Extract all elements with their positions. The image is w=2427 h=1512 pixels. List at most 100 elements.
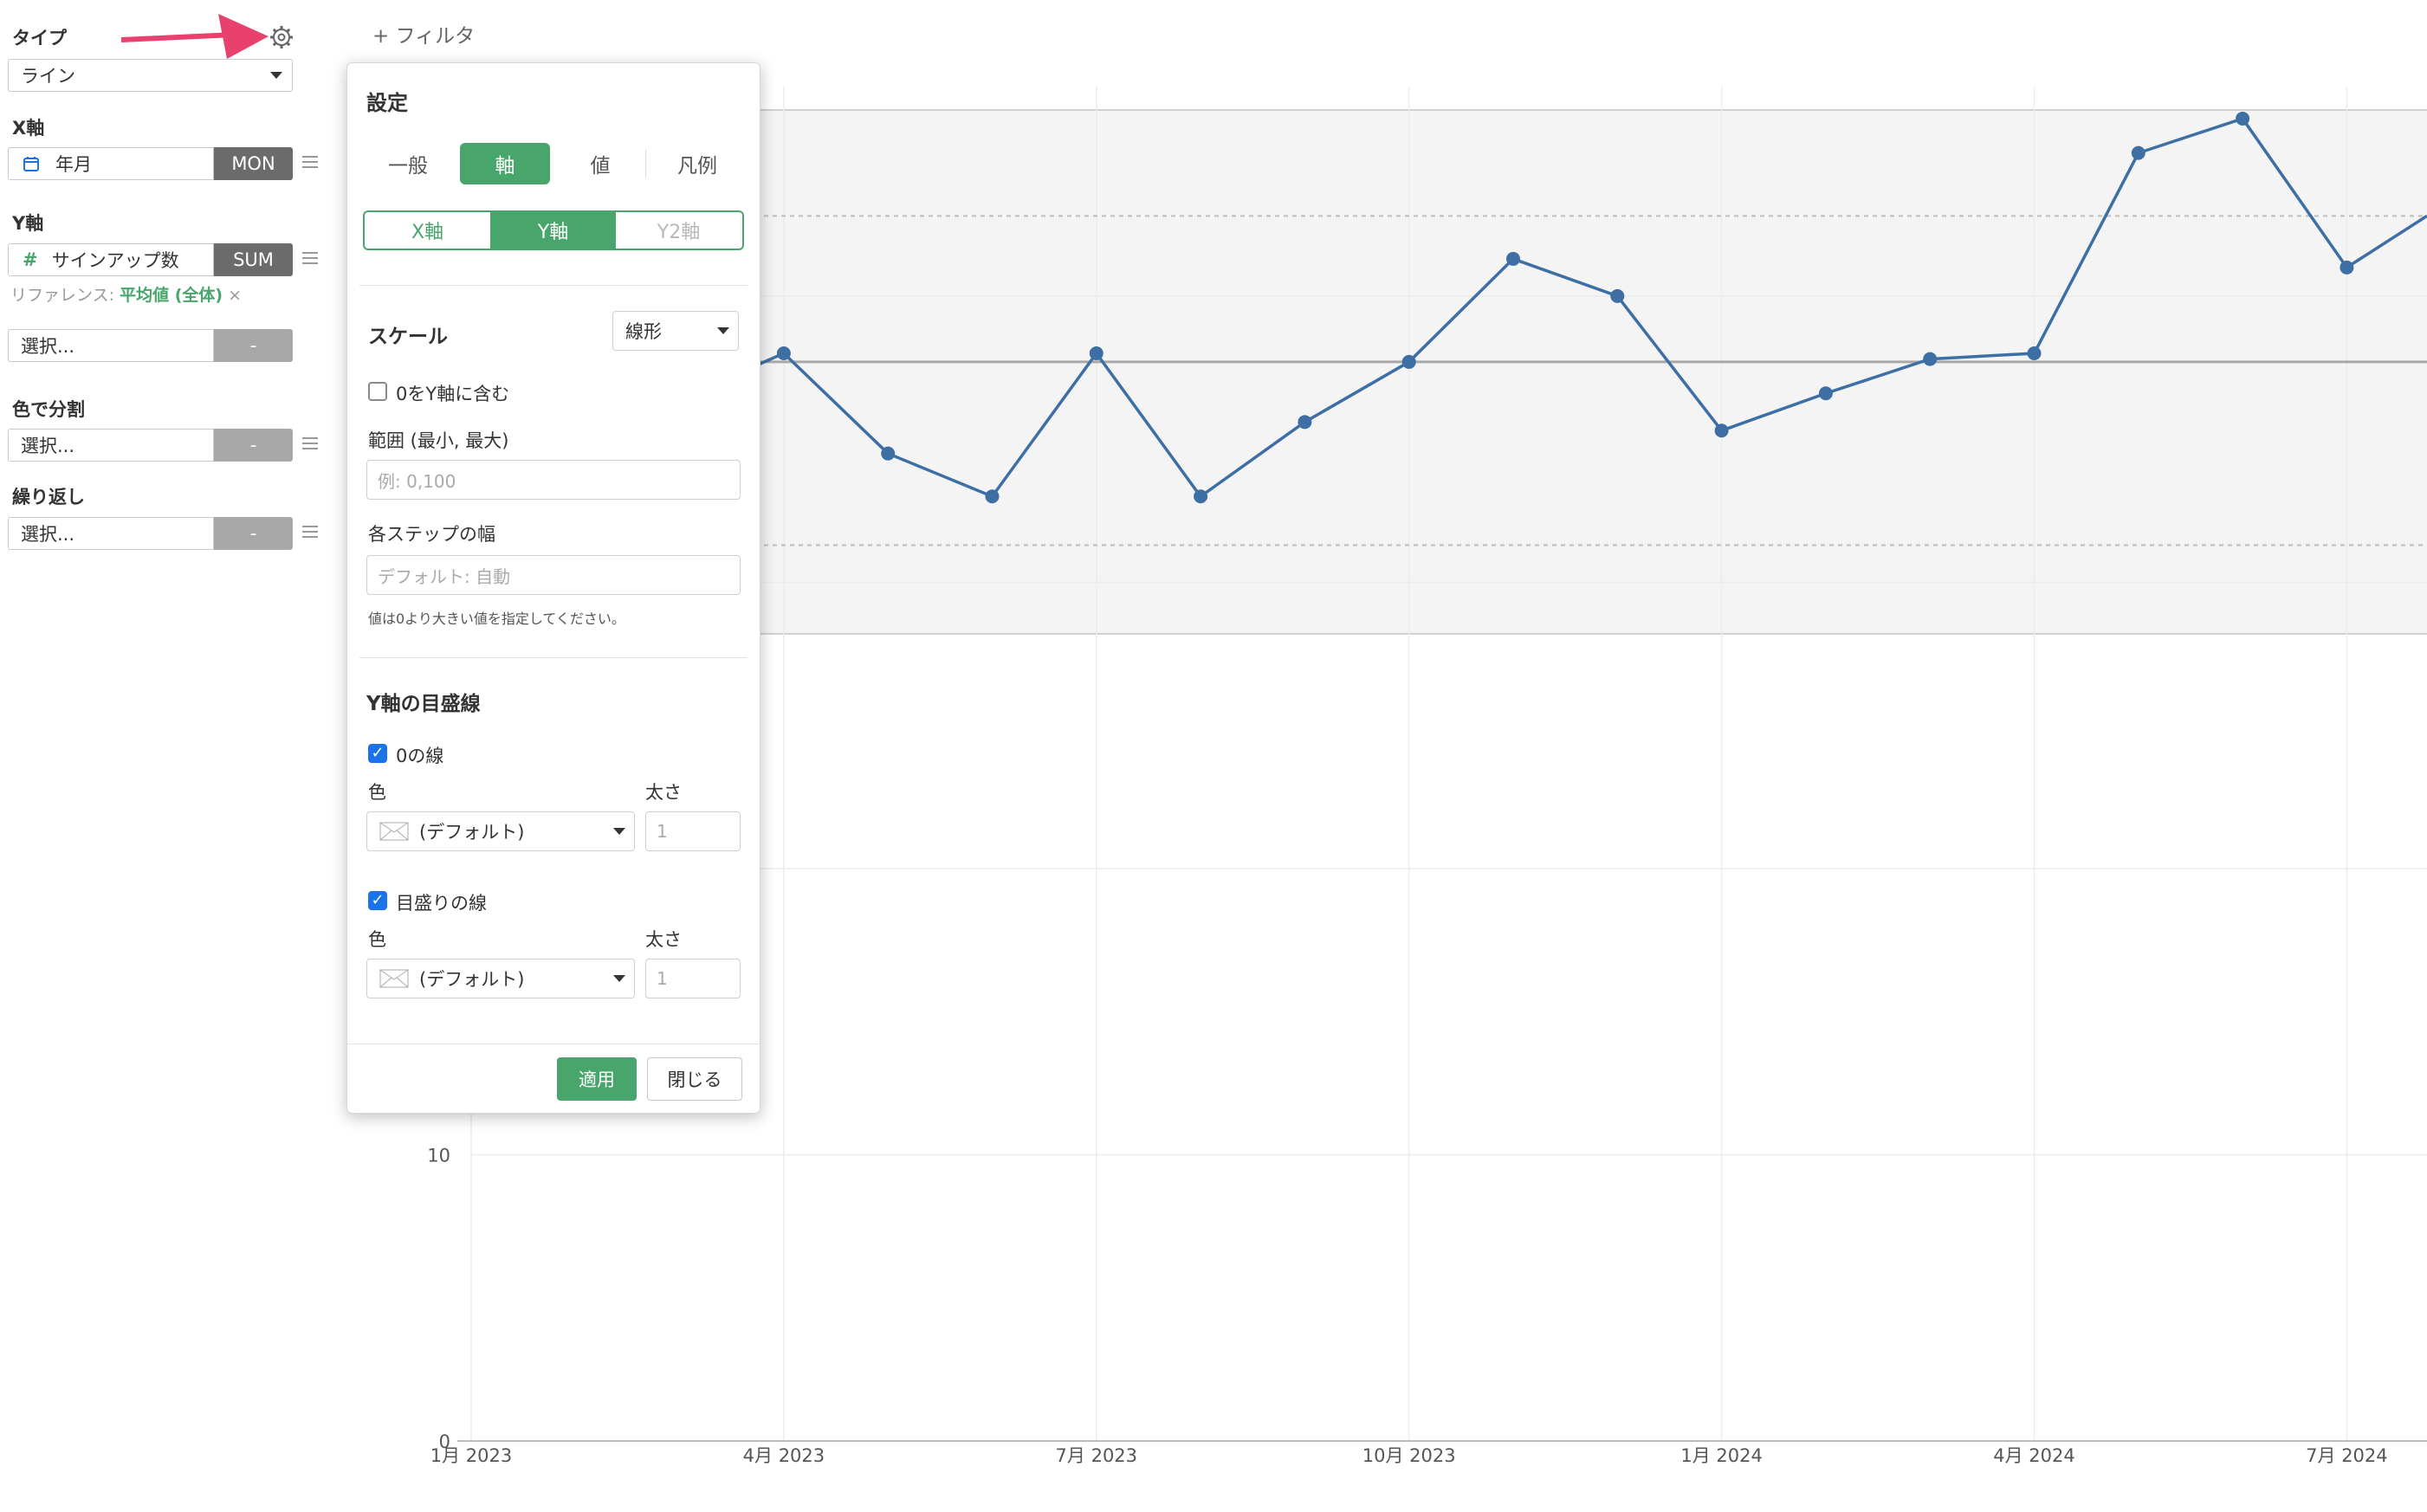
tick-line-width-label: 太さ: [645, 929, 682, 950]
data-point: [1194, 489, 1208, 504]
tick-line-color-label: 色: [368, 929, 386, 950]
apply-button[interactable]: 適用: [557, 1057, 637, 1101]
tab-y2-axis[interactable]: Y2軸: [657, 222, 701, 243]
tick-line-color-value: (デフォルト): [419, 969, 525, 990]
x-tick-label: 4月 2024: [1993, 1445, 2074, 1466]
x-axis-label: X軸: [12, 118, 45, 139]
tick-line-checkbox[interactable]: ✓: [368, 891, 387, 910]
scale-select[interactable]: 線形: [612, 311, 739, 351]
tab-general[interactable]: 一般: [388, 155, 428, 178]
x-tick-label: 4月 2023: [743, 1445, 825, 1466]
step-help-text: 値は0より大きい値を指定してください。: [368, 611, 625, 627]
tick-line-label: 目盛りの線: [396, 893, 487, 914]
calendar-icon: [23, 155, 40, 172]
number-icon: #: [23, 249, 38, 270]
reference-band: [452, 110, 2427, 634]
chart-type-select[interactable]: ライン: [8, 59, 293, 92]
data-point: [1714, 423, 1729, 438]
settings-dialog: 設定 一般 軸 値 凡例 X軸 Y軸 Y2軸 スケール 線形 0をY軸に含む 範…: [346, 62, 760, 1114]
reference-line: リファレンス: 平均値 (全体) ×: [10, 282, 242, 306]
close-button[interactable]: 閉じる: [647, 1057, 742, 1101]
y-tick-label: 0: [439, 1431, 450, 1452]
data-point: [2340, 260, 2354, 275]
step-input[interactable]: デフォルト: 自動: [366, 555, 741, 595]
data-point: [1506, 251, 1520, 266]
color-swatch-icon: [379, 969, 409, 988]
tick-line-color-select[interactable]: (デフォルト): [366, 959, 635, 998]
tab-axis[interactable]: 軸: [460, 143, 550, 184]
tab-x-axis[interactable]: X軸: [411, 222, 444, 243]
drag-handle-icon[interactable]: [302, 152, 318, 171]
type-label: タイプ: [12, 28, 67, 48]
gridline-section-title: Y軸の目盛線: [366, 693, 481, 715]
x-axis-agg-button[interactable]: MON: [214, 147, 293, 180]
drag-handle-icon[interactable]: [302, 249, 318, 268]
zero-line-width-input[interactable]: 1: [645, 811, 741, 851]
data-point: [1818, 386, 1833, 401]
y-axis-extra-select[interactable]: 選択...: [8, 329, 214, 362]
settings-tabs: 一般 軸 値 凡例: [363, 143, 744, 184]
x-tick-label: 1月 2023: [430, 1445, 512, 1466]
scale-label: スケール: [368, 326, 448, 348]
tab-divider: [645, 150, 646, 178]
zero-line-color-select[interactable]: (デフォルト): [366, 811, 635, 851]
chevron-down-icon: [717, 327, 729, 334]
zero-line-color-label: 色: [368, 782, 386, 803]
tick-line-width-input[interactable]: 1: [645, 959, 741, 998]
color-swatch-icon: [379, 822, 409, 841]
tab-value[interactable]: 値: [590, 155, 611, 178]
divider: [359, 657, 748, 658]
repeat-label: 繰り返し: [12, 487, 85, 507]
repeat-select[interactable]: 選択...: [8, 517, 214, 550]
y-axis-extra-agg[interactable]: -: [214, 329, 293, 362]
repeat-agg[interactable]: -: [214, 517, 293, 550]
axis-segmented-control: X軸 Y軸 Y2軸: [363, 210, 744, 250]
close-icon[interactable]: ×: [228, 286, 243, 305]
x-axis-field-name: 年月: [55, 154, 92, 175]
data-point: [1610, 288, 1625, 303]
include-zero-checkbox[interactable]: [368, 382, 387, 401]
color-split-label: 色で分割: [12, 399, 85, 420]
y-tick-label: 10: [427, 1145, 450, 1166]
data-point: [2131, 145, 2145, 160]
range-label: 範囲 (最小, 最大): [368, 430, 509, 451]
reference-value[interactable]: 平均値 (全体): [120, 286, 223, 305]
x-axis-field[interactable]: 年月: [8, 147, 214, 180]
zero-line-color-value: (デフォルト): [419, 822, 525, 843]
scale-value: 線形: [625, 321, 662, 342]
x-tick-label: 10月 2023: [1362, 1445, 1456, 1466]
add-filter-button[interactable]: + フィルタ: [372, 25, 476, 48]
color-split-agg[interactable]: -: [214, 429, 293, 462]
step-label: 各ステップの幅: [368, 524, 495, 545]
include-zero-label: 0をY軸に含む: [396, 384, 510, 404]
color-split-select[interactable]: 選択...: [8, 429, 214, 462]
tab-y-axis[interactable]: Y軸: [490, 212, 616, 249]
y-axis-label: Y軸: [12, 213, 44, 234]
select-placeholder: 選択...: [21, 436, 75, 456]
zero-line-checkbox[interactable]: ✓: [368, 744, 387, 763]
divider: [359, 285, 748, 286]
y-axis-field[interactable]: # サインアップ数: [8, 243, 214, 276]
data-point: [1298, 415, 1312, 430]
zero-line-width-label: 太さ: [645, 782, 682, 803]
select-placeholder: 選択...: [21, 336, 75, 357]
y-axis-field-name: サインアップ数: [51, 250, 179, 271]
chevron-down-icon: [270, 72, 282, 79]
range-input[interactable]: 例: 0,100: [366, 460, 741, 500]
data-point: [1923, 352, 1938, 366]
reference-prefix: リファレンス:: [10, 286, 115, 305]
select-placeholder: 選択...: [21, 524, 75, 545]
gear-icon[interactable]: [269, 24, 294, 50]
y-axis-agg-button[interactable]: SUM: [214, 243, 293, 276]
drag-handle-icon[interactable]: [302, 434, 318, 453]
drag-handle-icon[interactable]: [302, 522, 318, 541]
data-point: [2236, 111, 2250, 126]
chevron-down-icon: [613, 975, 625, 982]
tab-legend[interactable]: 凡例: [677, 155, 717, 178]
x-tick-label: 7月 2024: [2306, 1445, 2387, 1466]
data-point: [2027, 346, 2042, 360]
data-point: [776, 346, 791, 360]
data-point: [1401, 354, 1416, 369]
x-tick-label: 1月 2024: [1680, 1445, 1762, 1466]
